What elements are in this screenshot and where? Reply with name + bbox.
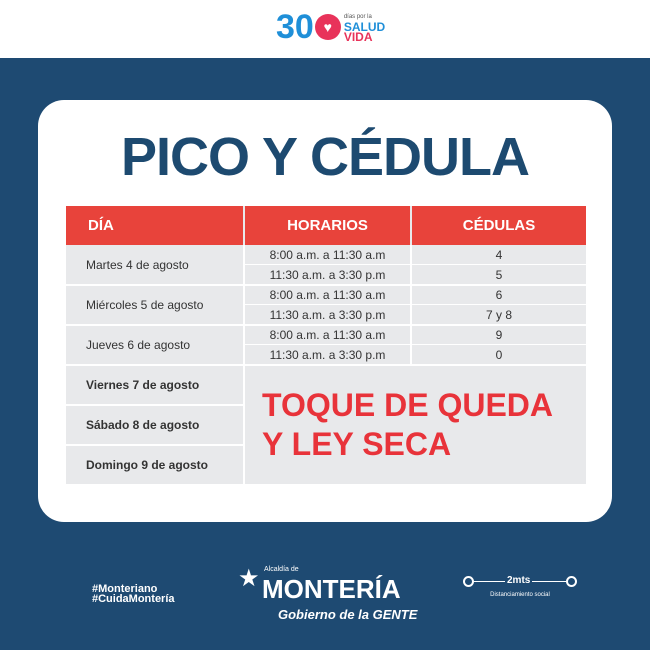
city-logo: MONTERÍA: [262, 574, 401, 604]
notice-line2: Y LEY SECA: [262, 426, 452, 462]
restricted-day-cell: Viernes 7 de agosto: [86, 378, 200, 392]
cedula-cell: 5: [495, 268, 503, 282]
distance-label: Distanciamiento social: [490, 592, 550, 598]
distance-value: 2mts: [505, 575, 533, 586]
divider: [66, 404, 243, 406]
logo-word1: SALUD: [343, 20, 386, 34]
cedula-cell: 9: [495, 328, 503, 342]
notice-line1: TOQUE DE QUEDA: [262, 387, 553, 423]
hashtag-1: #Monteriano: [92, 583, 158, 595]
restricted-day-cell: Domingo 9 de agosto: [86, 458, 209, 472]
divider: [66, 444, 243, 446]
campaign-logo: 30 ♥ días por la SALUD VIDA: [276, 8, 386, 46]
schedule-table: DÍA HORARIOS CÉDULAS Martes 4 de agosto 8…: [66, 206, 586, 484]
divider: [245, 304, 586, 305]
top-band: 30 ♥ días por la SALUD VIDA: [0, 0, 650, 58]
day-cell: Miércoles 5 de agosto: [86, 298, 204, 312]
logo-small: días por la: [343, 14, 372, 20]
distance-icon: 2mts: [463, 575, 577, 589]
time-cell: 11:30 a.m. a 3:30 p.m: [269, 308, 386, 322]
slogan: Gobierno de la GENTE: [278, 607, 418, 622]
logo-word2: VIDA: [343, 30, 373, 44]
star-icon: ★: [238, 565, 260, 592]
divider: [245, 344, 586, 345]
curfew-notice: TOQUE DE QUEDA Y LEY SECA: [262, 386, 553, 464]
logo-number: 30: [276, 8, 314, 46]
time-cell: 8:00 a.m. a 11:30 a.m: [269, 288, 386, 302]
cedula-cell: 6: [495, 288, 503, 302]
time-cell: 11:30 a.m. a 3:30 p.m: [269, 348, 386, 362]
divider: [66, 364, 586, 366]
header-cedulas: CÉDULAS: [412, 206, 586, 245]
restricted-day-cell: Sábado 8 de agosto: [86, 418, 200, 432]
day-cell: Martes 4 de agosto: [86, 258, 189, 272]
time-cell: 11:30 a.m. a 3:30 p.m: [269, 268, 386, 282]
time-cell: 8:00 a.m. a 11:30 a.m: [269, 248, 386, 262]
heart-icon: ♥: [314, 14, 341, 40]
alcaldia-label: Alcaldía de: [264, 566, 299, 573]
header-dia: DÍA: [66, 206, 243, 245]
divider: [66, 324, 586, 326]
cedula-cell: 4: [495, 248, 503, 262]
hashtag-2: #CuidaMontería: [92, 593, 175, 605]
time-cell: 8:00 a.m. a 11:30 a.m: [269, 328, 386, 342]
divider: [66, 284, 586, 286]
header-horarios: HORARIOS: [245, 206, 410, 245]
divider: [245, 264, 586, 265]
hashtag: #Monteriano #CuidaMontería: [92, 583, 175, 605]
page-title: PICO Y CÉDULA: [120, 127, 530, 187]
day-cell: Jueves 6 de agosto: [86, 338, 191, 352]
cedula-cell: 0: [495, 348, 503, 362]
cedula-cell: 7 y 8: [485, 308, 512, 322]
